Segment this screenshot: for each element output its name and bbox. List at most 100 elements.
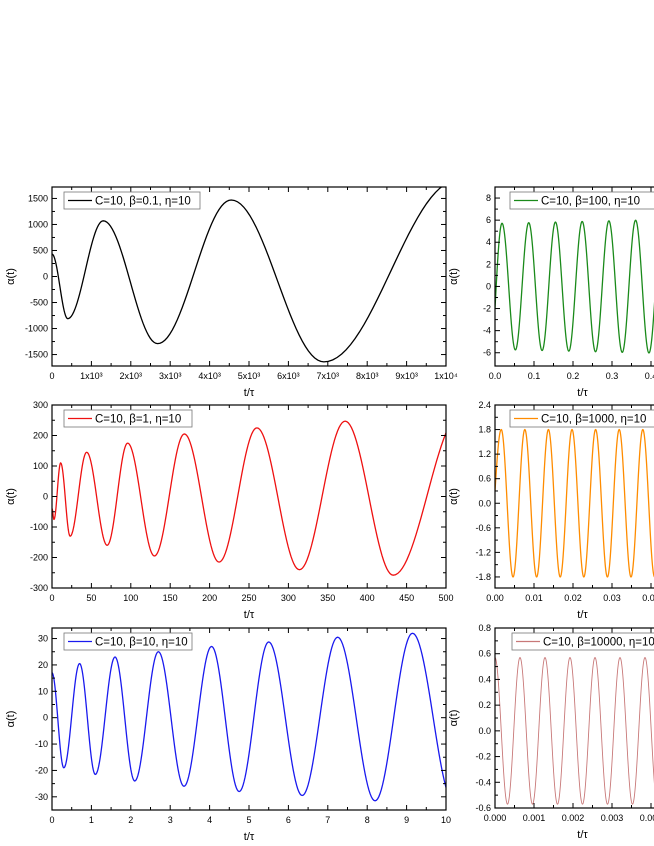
y-tick-label: 300 [33,400,48,410]
x-tick-label: 6 [286,815,291,825]
subplot-4: 0.00 0.01 0.02 0.03 0.04 -1.8 -1.2 -0.6 0.0 0.6 1.… [448,400,654,621]
legend: C=10, β=0.1, η=10 [63,191,201,210]
x-tick-label: 3x10³ [159,371,182,381]
y-tick-label: -10 [35,739,48,749]
y-axis-label: α(t) [5,711,17,728]
x-tick-label: 400 [360,593,375,603]
y-tick-label: 0 [486,281,491,291]
y-tick-label: 100 [33,461,48,471]
y-tick-label: -0.6 [475,803,491,813]
x-tick-label: 150 [163,593,178,603]
y-tick-label: 200 [33,431,48,441]
x-tick-label: 3 [168,815,173,825]
x-tick-label: 5x10³ [238,371,261,381]
y-tick-label: -4 [483,326,491,336]
y-tick-label: 0.2 [478,700,491,710]
y-tick-label: 1500 [28,193,48,203]
data-line [52,420,446,576]
plot-frame [494,627,654,809]
y-tick-label: -100 [30,522,48,532]
x-tick-label: 0.002 [562,813,585,823]
x-tick-label: 0.02 [564,593,582,603]
y-tick-label: -0.6 [475,523,491,533]
x-tick-label: 0.003 [601,813,624,823]
y-axis-label: α(t) [448,710,460,727]
y-tick-label: 0.4 [478,674,491,684]
y-tick-label: -2 [483,304,491,314]
y-tick-label: 1.8 [478,425,491,435]
y-tick-label: 2.4 [478,400,491,410]
y-tick-label: 0.6 [478,474,491,484]
y-tick-label: -1000 [25,324,48,334]
y-tick-label: 1.2 [478,449,491,459]
data-line [495,657,654,805]
y-tick-label: 2 [486,259,491,269]
x-tick-label: 350 [320,593,335,603]
x-tick-label: 0.00 [486,593,504,603]
x-tick-label: 2x10³ [120,371,143,381]
x-tick-label: 9x10³ [395,371,418,381]
y-tick-label: 0 [43,713,48,723]
legend-label: C=10, β=10000, η=10 [543,637,654,649]
y-tick-label: 4 [486,237,491,247]
data-line [52,632,446,802]
x-tick-label: 4x10³ [198,371,221,381]
x-tick-label: 0.2 [567,371,580,381]
data-line [495,428,654,578]
x-tick-label: 8x10³ [356,371,379,381]
legend-box [63,409,193,428]
x-tick-label: 0.1 [528,371,541,381]
x-tick-label: 0.0 [489,371,502,381]
x-tick-label: 0.4 [645,371,654,381]
x-axis-label: t/τ [244,831,255,843]
legend-label: C=10, β=10, η=10 [95,637,188,649]
x-tick-label: 1 [89,815,94,825]
y-tick-label: -6 [483,348,491,358]
legend-label: C=10, β=100, η=10 [541,196,640,208]
y-tick-label: -1500 [25,350,48,360]
subplot-5: 0 1 2 3 4 5 6 7 8 9 10 -30 -20 -10 0 10 20 30 t/τ α(t) C=10,… [5,627,451,843]
y-tick-label: 0 [43,272,48,282]
legend-label: C=10, β=1, η=10 [95,414,181,426]
x-tick-label: 0.004 [640,813,654,823]
x-axis-label: t/τ [577,609,588,621]
y-axis-label: α(t) [448,488,460,505]
x-tick-label: 50 [86,593,96,603]
x-axis-label: t/τ [244,609,255,621]
y-tick-label: -200 [30,553,48,563]
subplot-2: 0.0 0.1 0.2 0.3 0.4 -6 -4 -2 0 2 4 6 8 t/τ α(t) C=10, β… [448,186,654,399]
y-tick-label: 8 [486,193,491,203]
data-line [52,187,443,363]
y-tick-label: -0.4 [475,777,491,787]
x-tick-label: 100 [123,593,138,603]
y-axis-label: α(t) [448,268,460,285]
x-tick-label: 6x10³ [277,371,300,381]
y-tick-label: -1.2 [475,547,491,557]
x-tick-label: 0 [49,593,54,603]
legend-box [509,191,654,210]
x-tick-label: 7 [325,815,330,825]
plot-frame [51,627,447,811]
y-tick-label: 0.6 [478,649,491,659]
x-tick-label: 7x10³ [317,371,340,381]
x-tick-label: 450 [399,593,414,603]
y-tick-label: 20 [38,660,48,670]
x-tick-label: 500 [438,593,453,603]
y-tick-label: -1.8 [475,572,491,582]
x-tick-label: 0.001 [523,813,546,823]
y-tick-label: 0.8 [478,623,491,633]
legend-box [511,632,654,651]
x-tick-label: 1x10³ [80,371,103,381]
y-tick-label: 6 [486,215,491,225]
x-tick-label: 1x10⁴ [434,371,458,381]
x-tick-label: 0.000 [484,813,507,823]
y-tick-label: -500 [30,298,48,308]
subplot-6: 0.000 0.001 0.002 0.003 0.004 -0.6 -0.4 -0.2 0.0… [448,623,654,841]
x-tick-label: 300 [281,593,296,603]
y-tick-label: 1000 [28,219,48,229]
x-tick-label: 8 [365,815,370,825]
legend: C=10, β=100, η=10 [509,191,654,210]
x-tick-label: 0.01 [525,593,543,603]
